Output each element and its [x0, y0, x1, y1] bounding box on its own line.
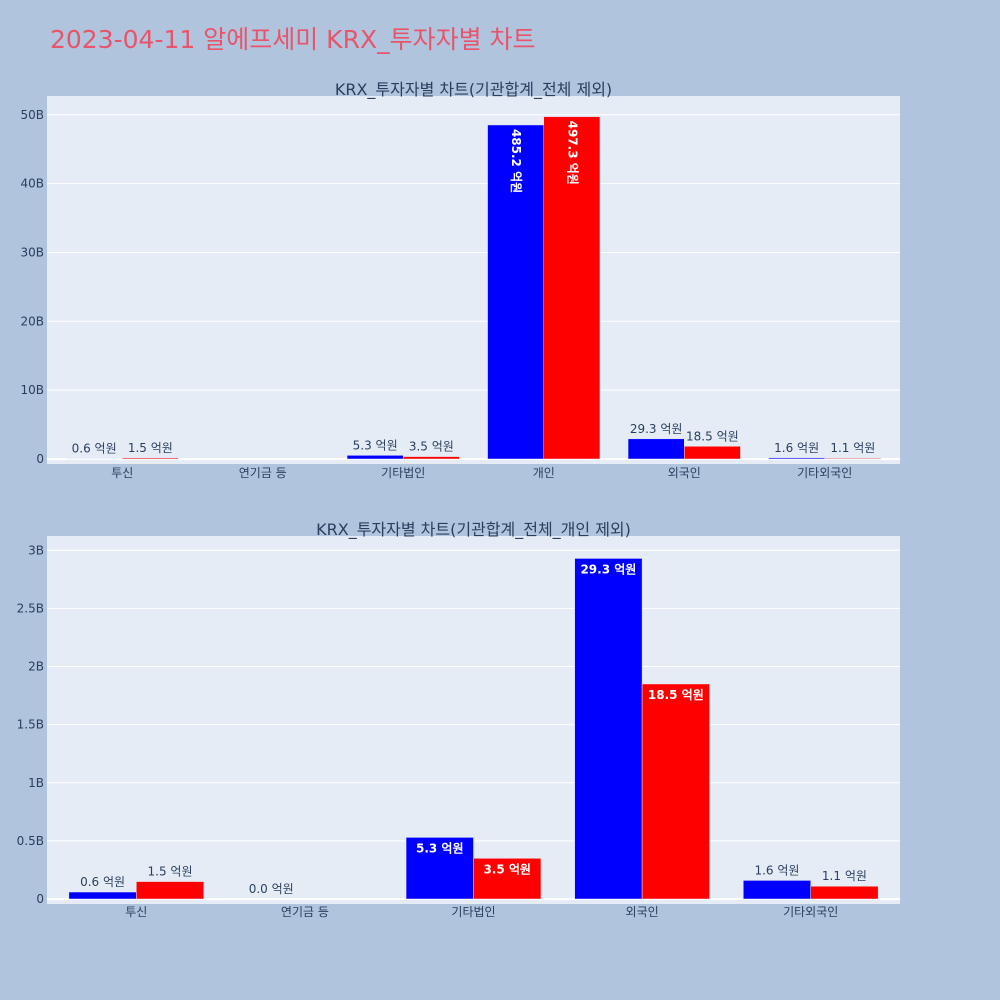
y-tick-label: 2.5B	[17, 601, 44, 615]
data-label: 0.0 억원	[249, 882, 294, 896]
data-label: 29.3 억원	[580, 562, 636, 576]
bar	[627, 438, 685, 460]
x-tick-label: 기타외국인	[797, 466, 852, 480]
data-label: 485.2 억원	[509, 129, 523, 193]
x-tick-label: 연기금 등	[239, 466, 287, 480]
page-title: 2023-04-11 알에프세미 KRX_투자자별 차트	[50, 25, 536, 54]
bar	[68, 891, 137, 900]
x-tick-label: 연기금 등	[281, 905, 329, 919]
bar	[543, 116, 601, 460]
x-tick-label: 외국인	[626, 905, 659, 919]
x-tick-label: 투신	[111, 466, 133, 480]
data-label: 0.6 억원	[72, 442, 117, 456]
chart-panel-bottom: KRX_투자자별 차트(기관합계_전체_개인 제외) 0 0.5B 1B 1.5B 2B 2…	[17, 520, 900, 919]
chart-panel-top: KRX_투자자별 차트(기관합계_전체 제외) 0 10B 20B 30B 40B 50B 투…	[20, 80, 900, 480]
y-tick-label: 3B	[28, 543, 44, 557]
data-label: 3.5 억원	[409, 440, 454, 454]
data-label: 1.6 억원	[754, 863, 799, 877]
chart-title: KRX_투자자별 차트(기관합계_전체 제외)	[335, 80, 612, 100]
bar	[684, 446, 741, 460]
bar	[768, 457, 825, 460]
bar	[473, 858, 542, 900]
data-label: 5.3 억원	[416, 841, 464, 855]
x-tick-label: 개인	[533, 466, 555, 480]
chart-title: KRX_투자자별 차트(기관합계_전체_개인 제외)	[316, 520, 631, 540]
y-tick-label: 2B	[28, 660, 44, 674]
data-label: 497.3 억원	[565, 121, 579, 185]
x-tick-label: 투신	[125, 905, 147, 919]
x-tick-label: 기타법인	[381, 466, 425, 480]
data-label: 1.5 억원	[128, 441, 173, 455]
bar	[743, 880, 811, 900]
data-label: 1.1 억원	[822, 869, 867, 883]
data-label: 1.1 억원	[830, 441, 875, 455]
bar	[346, 455, 404, 460]
y-tick-label: 0	[36, 452, 44, 466]
data-label: 29.3 억원	[630, 422, 683, 436]
y-tick-label: 0	[36, 892, 44, 906]
y-tick-label: 10B	[20, 383, 44, 397]
data-label: 18.5 억원	[648, 688, 704, 702]
x-tick-label: 기타외국인	[783, 905, 838, 919]
y-tick-label: 0.5B	[17, 834, 44, 848]
bar	[403, 456, 460, 460]
x-tick-label: 외국인	[668, 466, 701, 480]
data-label: 1.5 억원	[148, 865, 193, 879]
bar	[574, 558, 643, 900]
y-tick-label: 20B	[20, 314, 44, 328]
bar	[487, 124, 544, 460]
y-tick-label: 40B	[20, 177, 44, 191]
data-label: 1.6 억원	[774, 441, 819, 455]
bar	[405, 837, 474, 900]
x-tick-label: 기타법인	[451, 905, 495, 919]
bar	[136, 881, 204, 900]
data-label: 5.3 억원	[353, 438, 398, 452]
bar	[824, 457, 882, 460]
bar	[122, 457, 179, 460]
bar	[641, 683, 710, 900]
data-label: 18.5 억원	[686, 429, 739, 443]
plot-area	[47, 96, 900, 464]
y-tick-label: 30B	[20, 245, 44, 259]
y-tick-label: 1.5B	[17, 718, 44, 732]
data-label: 3.5 억원	[483, 862, 531, 876]
y-tick-label: 1B	[28, 776, 44, 790]
y-tick-label: 50B	[20, 108, 44, 122]
bar	[810, 885, 879, 900]
data-label: 0.6 억원	[80, 875, 125, 889]
